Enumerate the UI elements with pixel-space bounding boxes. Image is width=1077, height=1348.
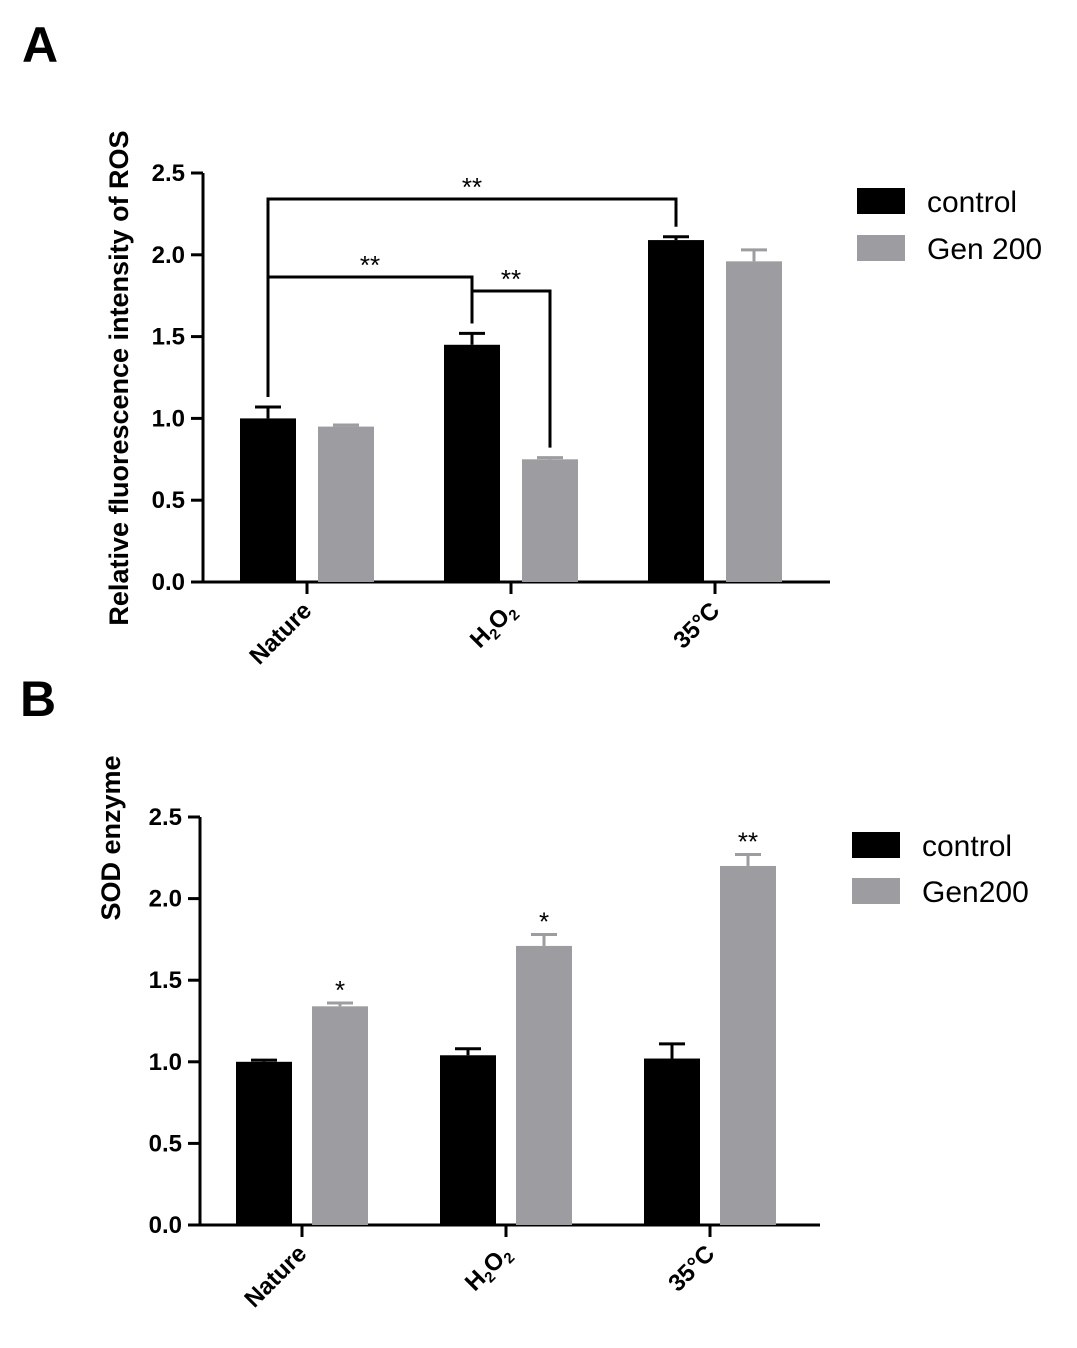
legend-swatch-0 (857, 188, 905, 214)
bar-gen200-2 (720, 865, 776, 1225)
bracket-nature-h2o2 (266, 275, 474, 397)
category-label-1: H2O2 (465, 597, 523, 655)
y-tick-label: 2.5 (152, 160, 185, 187)
significance-star-2: ** (738, 827, 758, 857)
y-tick-label: 1.0 (152, 405, 185, 432)
significance-label: ** (501, 264, 521, 294)
category-label-2: 35°C (668, 597, 725, 654)
bar-control-1 (440, 1055, 496, 1225)
category-label-1: H2O2 (460, 1240, 518, 1298)
y-tick-label: 0.5 (149, 1130, 182, 1157)
y-tick-label: 2.5 (149, 804, 182, 831)
y-axis-label-a: Relative fluorescence intensity of ROS (104, 130, 134, 625)
bar-control-1 (444, 344, 500, 582)
bar-gen200-2 (726, 261, 782, 582)
y-tick-label: 0.5 (152, 487, 185, 514)
y-tick-label: 1.0 (149, 1049, 182, 1076)
legend-label-1: Gen 200 (927, 233, 1042, 266)
panel-letter-a: A (22, 17, 58, 73)
bar-chart-b: 0.0 0.5 1.0 1.5 2.0 2.5 Nature H2O2 35°C control G… (149, 804, 1029, 1313)
legend-swatch-0 (852, 832, 900, 858)
panel-letter-b: B (20, 671, 56, 727)
bar-control-2 (644, 1058, 700, 1225)
legend-label-0: control (927, 186, 1017, 219)
category-label-0: Nature (239, 1240, 312, 1313)
legend-label-1: Gen200 (922, 876, 1029, 909)
significance-label: ** (360, 250, 380, 280)
bar-gen200-0 (312, 1006, 368, 1225)
category-label-2: 35°C (663, 1240, 720, 1297)
legend-swatch-1 (852, 878, 900, 904)
legend-swatch-1 (857, 235, 905, 261)
bar-gen200-0 (318, 426, 374, 582)
y-tick-label: 0.0 (152, 569, 185, 596)
legend-label-0: control (922, 830, 1012, 863)
bar-control-0 (240, 418, 296, 582)
y-tick-label: 2.0 (149, 886, 182, 913)
y-tick-label: 1.5 (152, 324, 185, 351)
y-axis-label-b: SOD enzyme (96, 755, 126, 920)
significance-label: ** (462, 172, 482, 202)
category-label-0: Nature (244, 597, 317, 670)
y-tick-label: 2.0 (152, 242, 185, 269)
bar-gen200-1 (516, 945, 572, 1225)
significance-star-0: * (335, 975, 345, 1005)
significance-star-1: * (539, 907, 549, 937)
bracket-h2o2-gen (470, 289, 552, 448)
bar-chart-a: 0.0 0.5 1.0 1.5 2.0 2.5 Nature H2O2 35°C control G… (152, 160, 1042, 670)
bar-control-0 (236, 1061, 292, 1225)
y-tick-label: 1.5 (149, 967, 182, 994)
bar-control-2 (648, 240, 704, 583)
bar-gen200-1 (522, 459, 578, 582)
y-tick-label: 0.0 (149, 1212, 182, 1239)
